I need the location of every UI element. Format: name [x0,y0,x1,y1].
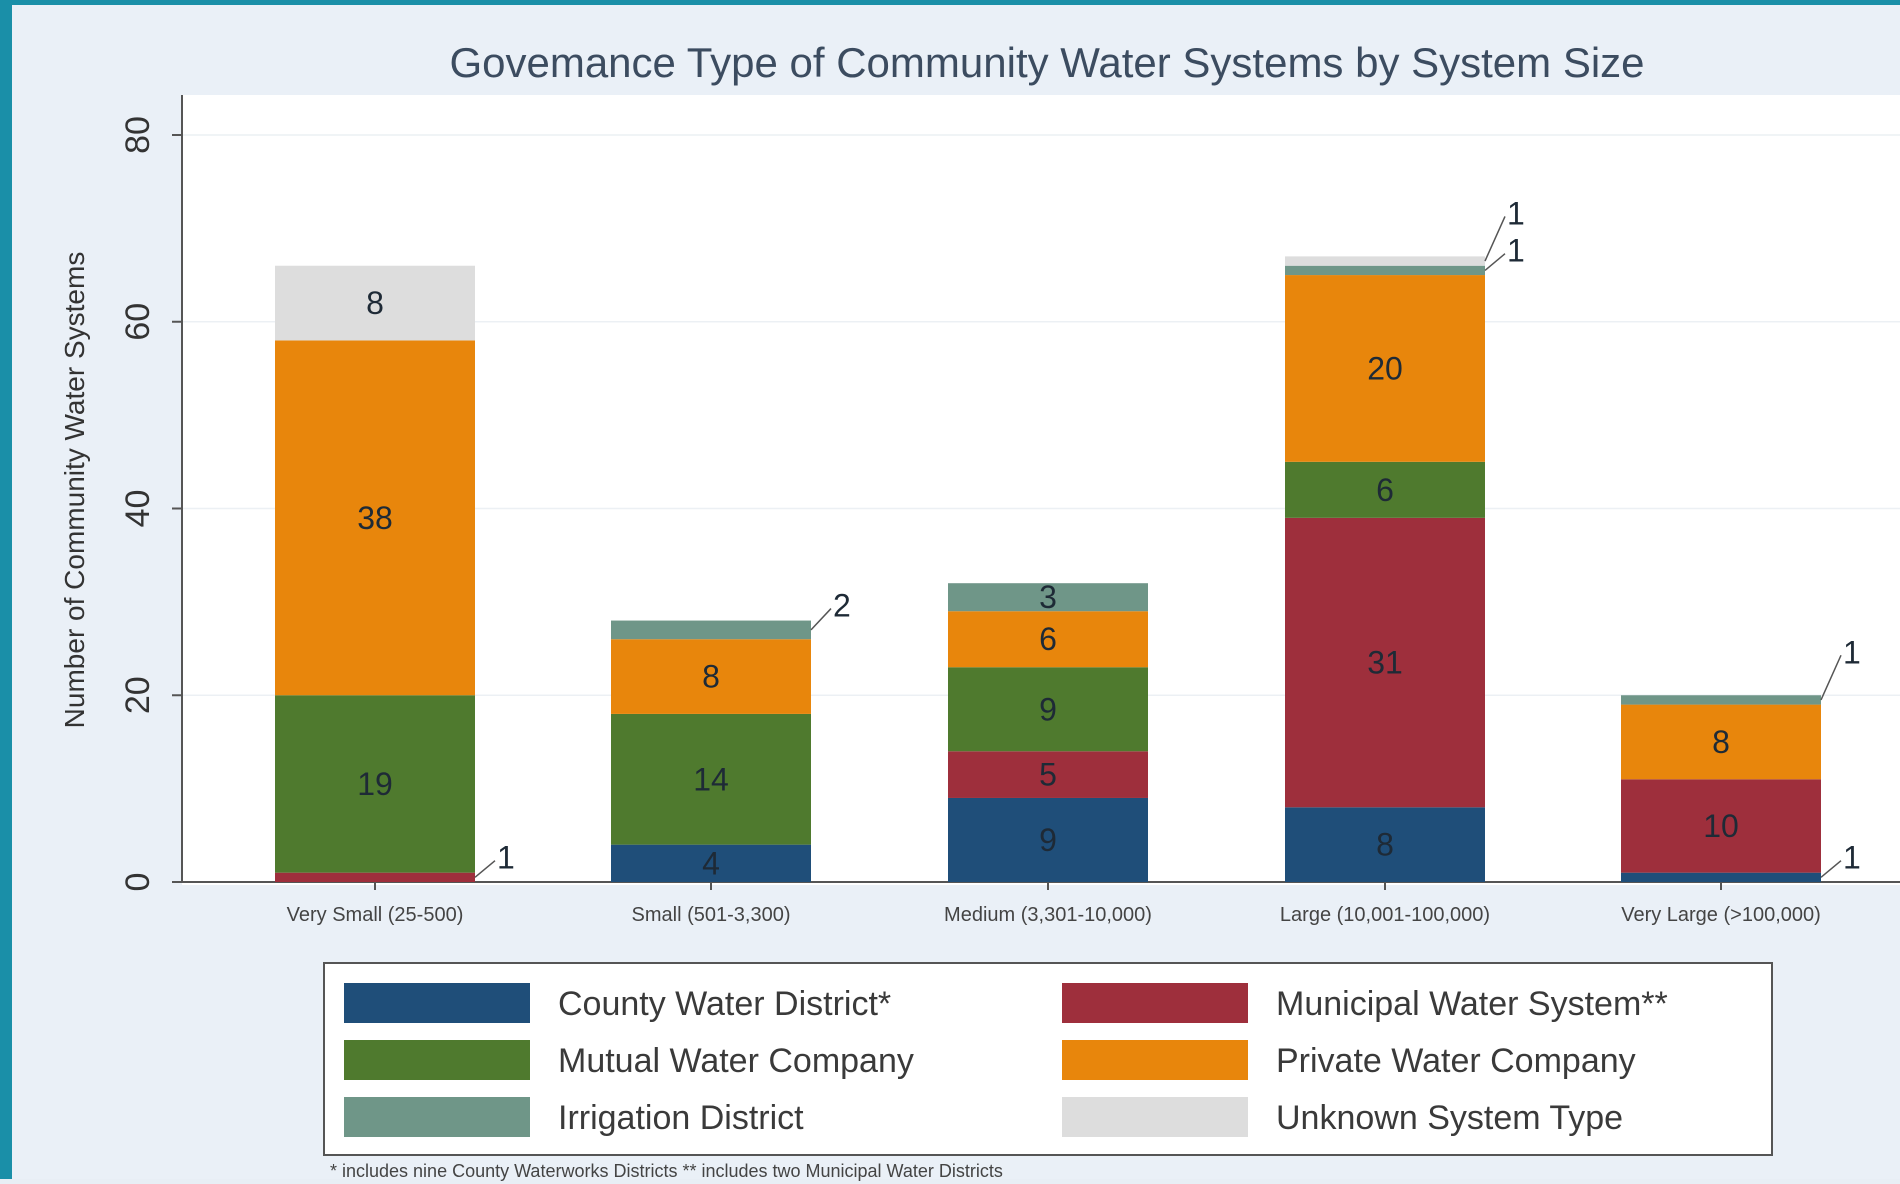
legend-label: Unknown System Type [1276,1099,1623,1137]
bar-segment [948,667,1148,752]
segment-value-label: 9 [1039,822,1057,858]
legend-swatch [1062,983,1248,1023]
bar-segment [1285,256,1485,266]
bar-segment [1285,517,1485,808]
x-tick-label: Small (501-3,300) [632,904,791,926]
y-tick-label: 0 [119,873,157,892]
x-tick-label: Medium (3,301-10,000) [944,904,1152,926]
bar-segment [948,797,1148,882]
chart-title: Govemance Type of Community Water System… [449,39,1644,86]
segment-value-label: 31 [1367,645,1403,681]
y-axis-label: Number of Community Water Systems [59,252,90,729]
segment-value-label: 5 [1039,757,1057,793]
stacked-bar-chart: Govemance Type of Community Water System… [59,39,1900,1181]
x-tick-label: Very Large (>100,000) [1621,904,1821,926]
bar-segment [611,620,811,640]
segment-value-label: 8 [366,285,384,321]
bar-segment [1285,265,1485,276]
segment-value-label: 38 [357,500,393,536]
segment-value-label: 14 [693,761,729,797]
legend-swatch [344,1040,530,1080]
bar-segment [1285,275,1485,462]
footnote: * includes nine County Waterworks Distri… [330,1161,1003,1181]
bar-segment [1621,704,1821,780]
legend-box [323,962,1773,1156]
segment-value-label: 1 [1507,195,1525,231]
y-tick-label: 20 [119,676,157,714]
legend-swatch [1062,1097,1248,1137]
label-leader-line [810,608,832,631]
legend-label: Municipal Water System** [1276,985,1668,1023]
bar-segment [275,872,475,882]
bar-segment [1285,461,1485,518]
bar-segment [611,844,811,882]
bar-segment [1621,872,1821,882]
segment-value-label: 1 [1843,840,1861,876]
legend: County Water District* Municipal Water Sy… [323,962,1773,1156]
bar-segment [275,265,475,341]
segment-value-label: 2 [833,588,851,624]
bar-segment [275,695,475,873]
segment-value-label: 1 [497,840,515,876]
bar-segment [948,611,1148,668]
y-tick-label: 60 [119,303,157,341]
segment-value-label: 6 [1376,472,1394,508]
segment-value-label: 1 [1507,233,1525,269]
label-leader-line [474,860,496,878]
legend-label: Private Water Company [1276,1042,1636,1080]
segment-value-label: 10 [1703,808,1739,844]
segment-value-label: 6 [1039,621,1057,657]
legend-swatch [344,1097,530,1137]
label-leader-line [1484,253,1506,271]
segment-value-label: 1 [1843,634,1861,670]
segment-value-label: 8 [1376,827,1394,863]
bar-segment [1285,807,1485,882]
bar-segment [948,751,1148,798]
x-ticks: Very Small (25-500) Small (501-3,300) Medi… [287,882,1821,926]
segment-value-label: 4 [702,845,720,881]
segment-value-label: 3 [1039,579,1057,615]
segment-value-label: 19 [357,766,393,802]
bar-segment [1621,779,1821,873]
legend-swatch [344,983,530,1023]
segment-value-label: 20 [1367,350,1403,386]
bar-segment [948,583,1148,612]
bar-segment [611,713,811,845]
label-leader-line [1484,216,1506,262]
bars [275,256,1821,882]
label-leader-line [1820,654,1842,701]
bar-segment [275,340,475,696]
segment-value-label: 8 [702,659,720,695]
legend-label: Mutual Water Company [558,1042,914,1080]
legend-swatch [1062,1040,1248,1080]
segment-value-label: 8 [1712,724,1730,760]
legend-label: Irrigation District [558,1099,804,1137]
y-tick-label: 40 [119,490,157,528]
bar-segment [611,639,811,714]
y-tick-label: 80 [119,116,157,154]
x-tick-label: Large (10,001-100,000) [1280,904,1490,926]
label-leader-line [1820,860,1842,878]
bar-segment [1621,695,1821,705]
x-tick-label: Very Small (25-500) [287,904,464,926]
segment-value-label: 9 [1039,691,1057,727]
legend-label: County Water District* [558,985,891,1023]
